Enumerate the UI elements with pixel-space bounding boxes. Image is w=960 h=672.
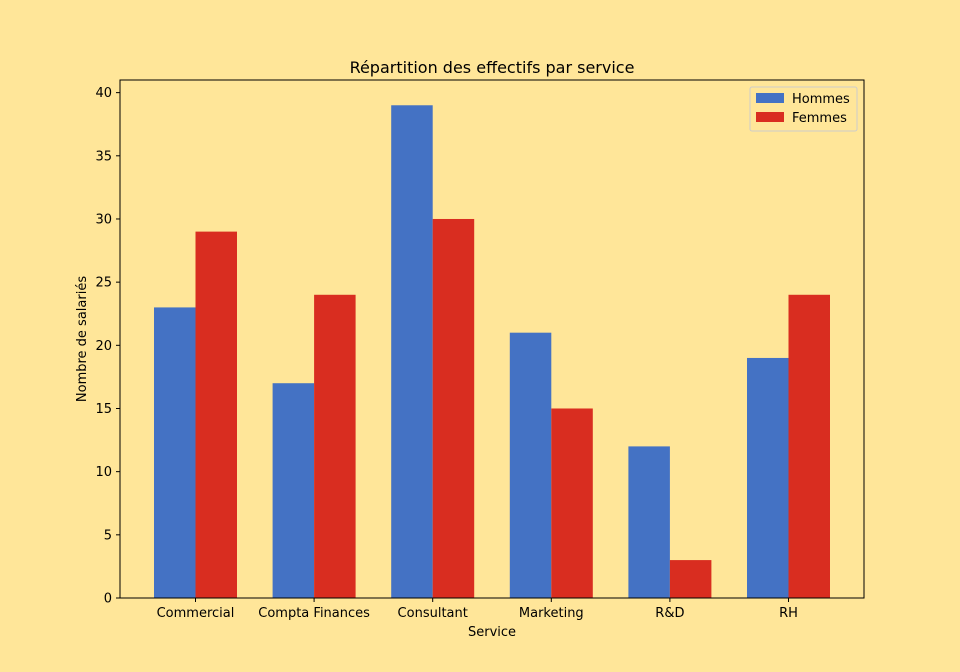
x-tick-label: Commercial bbox=[157, 606, 235, 621]
bars-group bbox=[154, 105, 830, 599]
y-tick-label: 0 bbox=[104, 592, 112, 607]
y-tick-label: 30 bbox=[95, 212, 112, 227]
bar-femmes-4 bbox=[669, 560, 712, 598]
bar-femmes-1 bbox=[314, 294, 356, 598]
x-tick-label: Marketing bbox=[519, 606, 584, 621]
x-tick-label: Compta Finances bbox=[258, 606, 370, 621]
y-tick-label: 20 bbox=[95, 339, 112, 354]
y-tick-label: 15 bbox=[95, 402, 112, 417]
bar-hommes-3 bbox=[509, 332, 552, 598]
bar-femmes-3 bbox=[551, 408, 593, 598]
bar-hommes-4 bbox=[628, 446, 670, 598]
plot-frame bbox=[119, 79, 865, 599]
y-tick-label: 5 bbox=[104, 528, 112, 543]
bar-hommes-0 bbox=[154, 307, 196, 598]
legend-label-hommes: Hommes bbox=[792, 92, 850, 107]
legend-label-femmes: Femmes bbox=[792, 111, 847, 126]
x-tick-label: Consultant bbox=[398, 606, 468, 621]
x-tick-label: RH bbox=[779, 606, 798, 621]
x-axis-ticks: Commercial Compta Finances Consultant Marke… bbox=[157, 598, 798, 621]
legend-swatch-femmes bbox=[756, 112, 784, 122]
y-tick-label: 40 bbox=[95, 86, 112, 101]
bar-femmes-0 bbox=[195, 231, 237, 599]
legend-swatch-hommes bbox=[756, 93, 784, 103]
y-tick-label: 35 bbox=[95, 149, 112, 164]
chart-title: Répartition des effectifs par service bbox=[350, 58, 635, 77]
legend: Hommes Femmes bbox=[749, 86, 858, 132]
x-axis-label: Service bbox=[468, 625, 516, 640]
bar-hommes-5 bbox=[747, 357, 789, 598]
bar-hommes-1 bbox=[272, 383, 315, 598]
y-tick-label: 10 bbox=[95, 465, 112, 480]
y-axis-ticks: 0 5 10 15 20 25 30 35 40 bbox=[95, 86, 120, 607]
y-axis-label: Nombre de salariés bbox=[75, 276, 90, 402]
bar-hommes-2 bbox=[391, 105, 433, 598]
x-tick-label: R&D bbox=[655, 606, 684, 621]
bar-femmes-5 bbox=[788, 294, 830, 598]
plot-area bbox=[120, 80, 864, 598]
bar-femmes-2 bbox=[432, 218, 475, 598]
y-tick-label: 25 bbox=[95, 276, 112, 291]
